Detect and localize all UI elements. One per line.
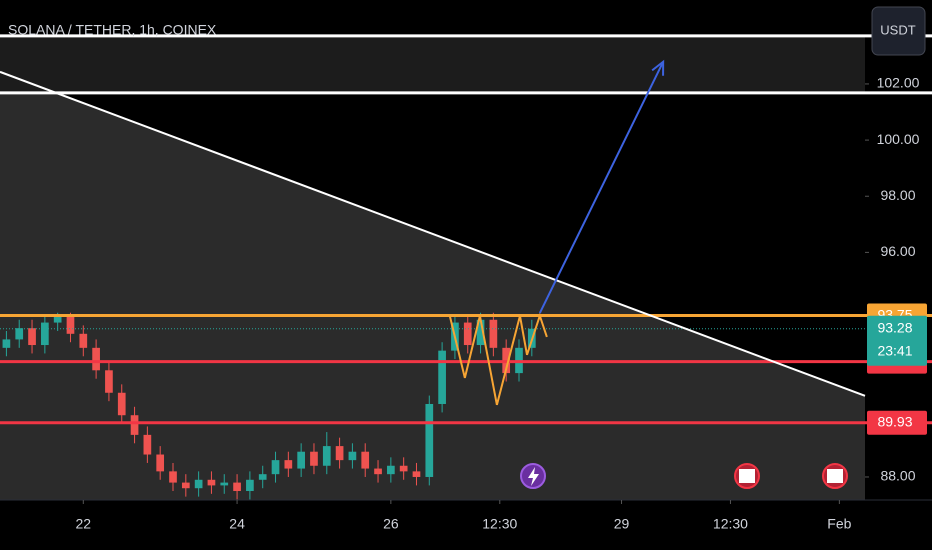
candle-body — [310, 451, 318, 466]
arrow-head — [651, 59, 665, 76]
candle-body — [169, 471, 177, 483]
currency-button[interactable] — [871, 6, 926, 56]
candle-body — [41, 322, 49, 346]
flag-icon — [739, 469, 755, 483]
plot-area — [0, 34, 932, 500]
candle-body — [15, 328, 24, 340]
shaded-zone — [0, 35, 865, 93]
candle-body — [361, 451, 370, 469]
candle-body — [412, 471, 421, 477]
candle-body — [438, 350, 446, 404]
candle-body — [284, 460, 293, 469]
candle-body — [399, 465, 408, 472]
candle-body — [194, 479, 203, 489]
x-tick-label: 12:30 — [482, 516, 517, 532]
price-badge — [867, 410, 927, 435]
arrow-line — [538, 61, 665, 314]
candle-body — [2, 339, 11, 348]
candle-body — [156, 454, 165, 472]
chart-title: SOLANA / TETHER, 1h, COINEX — [8, 22, 217, 38]
candle-body — [105, 370, 113, 393]
y-tick-label: 98.00 — [880, 187, 915, 203]
y-tick-label: 100.00 — [877, 131, 920, 147]
price-badge-label: 93.28 — [877, 319, 912, 335]
candle-body — [258, 474, 267, 480]
candle-body — [117, 392, 126, 416]
candle-body — [28, 328, 36, 346]
lightning-icon — [528, 467, 539, 486]
candle-body — [489, 319, 498, 348]
x-tick-label: 24 — [229, 516, 245, 532]
candle-body — [181, 482, 190, 489]
trendline — [0, 70, 866, 397]
x-tick-label: 22 — [76, 516, 92, 532]
price-badge — [867, 315, 927, 366]
candle-body — [246, 479, 254, 492]
x-tick-label: 26 — [383, 516, 399, 532]
candle-body — [374, 468, 382, 475]
y-tick-label: 102.00 — [877, 75, 920, 91]
candle-body — [335, 446, 344, 461]
candle-body — [387, 465, 395, 475]
y-tick-label: 88.00 — [880, 468, 915, 484]
candle-body — [92, 347, 100, 371]
candle-body — [207, 479, 216, 486]
currency-label: USDT — [880, 22, 915, 37]
candle-body — [463, 322, 472, 346]
candle-body — [53, 316, 62, 323]
x-tick-label: 12:30 — [713, 516, 748, 532]
candle-body — [322, 446, 331, 466]
price-badge-label: 89.93 — [877, 413, 912, 429]
candle-body — [220, 482, 229, 486]
candle-body — [425, 403, 434, 477]
candle-body — [79, 333, 88, 348]
candle-body — [233, 482, 241, 492]
x-tick-label: 29 — [614, 516, 630, 532]
countdown-label: 23:41 — [877, 342, 912, 358]
candle-body — [271, 460, 280, 475]
event-icons — [520, 463, 848, 489]
candle-body — [130, 415, 139, 435]
pattern-line — [448, 312, 548, 406]
candle-body — [66, 316, 75, 334]
candle-body — [297, 451, 305, 469]
x-tick-label: Feb — [827, 516, 851, 532]
y-tick-label: 96.00 — [880, 243, 915, 259]
candle-body — [143, 434, 152, 455]
candle-body — [348, 451, 357, 461]
flag-icon — [827, 469, 843, 483]
candle-body — [476, 319, 485, 346]
shaded-zone — [0, 71, 865, 500]
